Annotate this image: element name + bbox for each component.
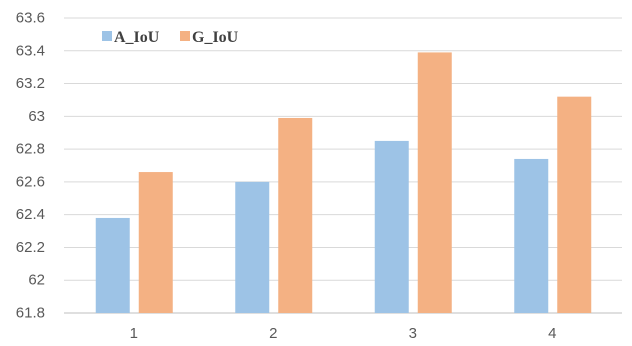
y-axis: 61.8 62 62.2 62.4 62.6 62.8 63 63.2 63.4 63.6	[16, 10, 45, 322]
bar-a-iou-1	[95, 217, 130, 313]
legend-label: G_IoU	[192, 29, 239, 46]
y-tick-label: 63.2	[16, 75, 45, 92]
bar-g-iou-1	[138, 172, 173, 313]
y-tick-label: 62.6	[16, 173, 45, 190]
y-tick-label: 62.8	[16, 141, 45, 158]
y-tick-label: 62.4	[16, 206, 45, 223]
x-tick-label: 1	[130, 325, 138, 342]
y-tick-label: 62	[28, 272, 45, 289]
y-tick-label: 63.4	[16, 42, 45, 59]
y-tick-label: 61.8	[16, 305, 45, 322]
x-axis: 1 2 3 4	[130, 325, 557, 342]
bar-a-iou-3	[374, 140, 409, 313]
y-tick-label: 63.6	[16, 10, 45, 27]
bar-g-iou-4	[557, 96, 592, 314]
x-tick-label: 3	[409, 325, 417, 342]
legend-label: A_IoU	[114, 29, 160, 46]
legend: A_IoU G_IoU	[102, 29, 239, 46]
x-tick-label: 4	[548, 325, 556, 342]
y-tick-label: 62.2	[16, 239, 45, 256]
bar-g-iou-2	[278, 117, 313, 313]
bars	[95, 52, 592, 314]
bar-a-iou-4	[514, 158, 549, 313]
legend-swatch	[102, 31, 112, 41]
bar-g-iou-3	[417, 52, 452, 314]
x-tick-label: 2	[269, 325, 277, 342]
legend-swatch	[180, 31, 190, 41]
bar-a-iou-2	[235, 181, 270, 313]
y-tick-label: 63	[28, 108, 45, 125]
